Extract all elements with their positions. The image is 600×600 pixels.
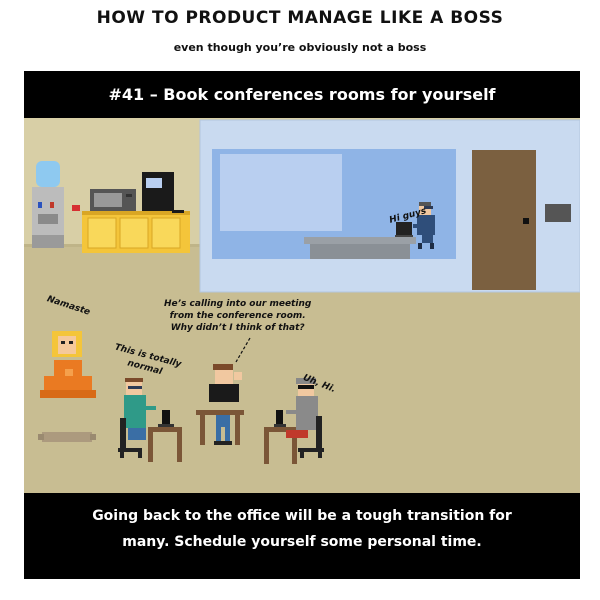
office-illustration bbox=[24, 118, 580, 493]
desk bbox=[196, 410, 244, 415]
office-scene: Hi guys Namaste He’s calling into our me… bbox=[24, 118, 580, 493]
speech-calling-line3: Why didn’t I think of that? bbox=[170, 323, 305, 333]
comic-title: HOW TO PRODUCT MANAGE LIKE A BOSS bbox=[96, 8, 504, 28]
meditating-colleague bbox=[38, 331, 96, 442]
mug bbox=[72, 205, 80, 211]
remote-worker bbox=[395, 202, 435, 249]
coffee-machine bbox=[142, 172, 174, 211]
conference-table bbox=[304, 237, 416, 244]
speech-calling-line1: He’s calling into our meeting bbox=[164, 299, 312, 309]
conference-room bbox=[199, 119, 580, 293]
worker-right bbox=[264, 378, 324, 464]
comic-subtitle: even though you’re obviously not a boss bbox=[173, 41, 427, 54]
comic-panel: #41 – Book conferences rooms for yoursel… bbox=[24, 71, 580, 579]
worker-left bbox=[118, 378, 182, 462]
laptop bbox=[209, 384, 239, 402]
monitor bbox=[162, 410, 170, 426]
water-cooler bbox=[32, 187, 64, 235]
kitchenette bbox=[32, 161, 190, 253]
wall-panel bbox=[545, 204, 571, 222]
speech-calling-line2: from the conference room. bbox=[169, 311, 306, 321]
yoga-mat bbox=[42, 432, 92, 442]
speech-calling-in: He’s calling into our meeting from the c… bbox=[164, 298, 311, 334]
caption-line1: Going back to the office will be a tough… bbox=[92, 508, 512, 524]
caption-line2: many. Schedule yourself some personal ti… bbox=[122, 534, 482, 550]
water-bottle bbox=[36, 161, 60, 187]
panel-heading: #41 – Book conferences rooms for yoursel… bbox=[108, 85, 496, 104]
desk bbox=[148, 427, 182, 432]
desk bbox=[264, 427, 298, 432]
panel-caption: Going back to the office will be a tough… bbox=[24, 503, 580, 555]
door-handle bbox=[523, 218, 529, 224]
monitor bbox=[276, 410, 283, 426]
worker-center bbox=[196, 364, 244, 445]
